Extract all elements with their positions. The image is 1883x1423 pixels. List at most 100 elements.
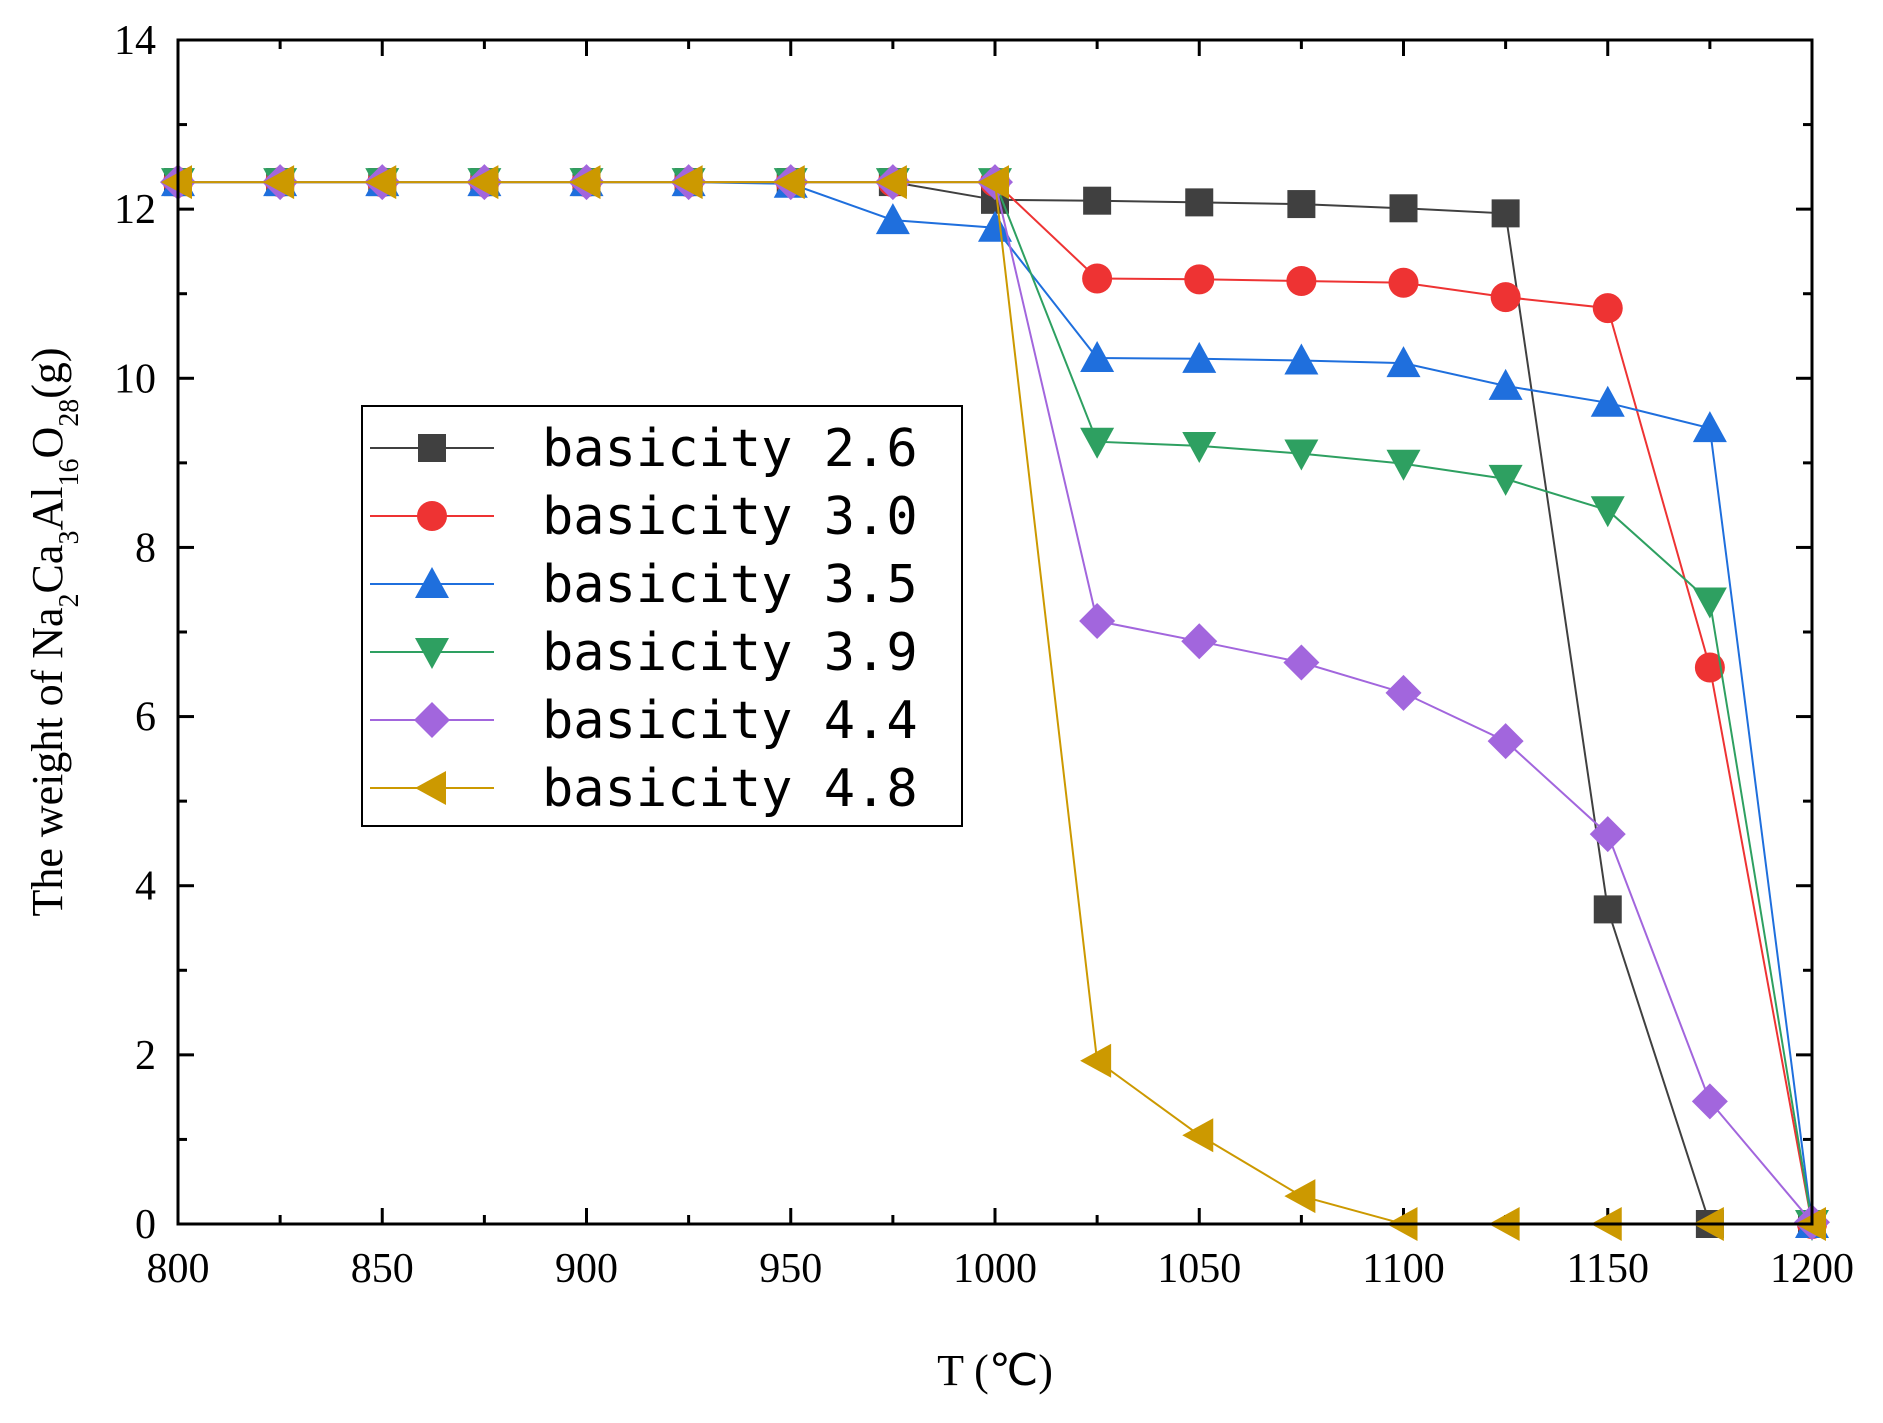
data-point — [1487, 723, 1524, 760]
data-point — [1283, 644, 1320, 681]
y-title-part: The weight of Na — [23, 607, 72, 916]
y-title-subscript: 16 — [54, 459, 85, 487]
series-layer — [160, 164, 1830, 1241]
data-point — [1491, 199, 1520, 228]
data-point — [1080, 427, 1115, 459]
x-tick-labels: 800 850 900 950 1000 1050 1100 1150 1200 — [147, 1246, 1855, 1292]
x-tick-label: 900 — [555, 1246, 618, 1292]
x-tick-label: 1100 — [1362, 1246, 1444, 1292]
legend-label: basicity 3.0 — [542, 487, 918, 547]
data-point — [1386, 346, 1421, 378]
legend-label: basicity 3.5 — [542, 555, 918, 615]
data-point — [1488, 464, 1523, 496]
legend-item: basicity 3.5 — [370, 555, 918, 615]
y-title-part: (g) — [23, 347, 72, 398]
data-point — [671, 165, 703, 200]
legend-marker — [414, 702, 450, 738]
data-point — [1692, 587, 1727, 619]
x-tick-label: 1200 — [1770, 1246, 1854, 1292]
data-point — [1286, 266, 1317, 297]
x-tick-label: 1000 — [953, 1246, 1037, 1292]
legend-item: basicity 4.8 — [370, 759, 918, 819]
y-tick-labels: 0 2 4 6 8 10 12 14 — [114, 18, 156, 1248]
y-tick-label: 6 — [135, 695, 156, 741]
data-point — [569, 165, 601, 200]
data-point — [1388, 267, 1419, 298]
legend-item: basicity 3.0 — [370, 487, 918, 547]
data-point — [1082, 263, 1113, 294]
y-title-subscript: 3 — [54, 531, 85, 545]
legend-marker — [418, 434, 446, 462]
legend: basicity 2.6 basicity 3.0 basicity 3.5 basi… — [361, 405, 963, 827]
legend-box — [361, 405, 963, 827]
data-point — [365, 165, 397, 200]
data-point — [773, 165, 805, 200]
legend-item: basicity 3.9 — [370, 623, 918, 683]
data-point — [263, 165, 295, 200]
data-point — [1079, 603, 1116, 640]
data-point — [978, 165, 1009, 200]
data-point — [1694, 652, 1725, 683]
plot-frame — [176, 38, 1814, 1226]
data-point — [1287, 190, 1316, 219]
legend-item: basicity 4.4 — [370, 691, 918, 751]
legend-label: basicity 3.9 — [542, 623, 918, 683]
y-title-subscript: 2 — [54, 593, 85, 607]
legend-label: basicity 4.4 — [542, 691, 918, 751]
x-tick-label: 950 — [759, 1246, 822, 1292]
x-tick-label: 1150 — [1567, 1246, 1649, 1292]
y-title-part: O — [23, 427, 72, 459]
data-point — [1691, 1083, 1728, 1120]
data-point — [1083, 186, 1112, 215]
legend-label: basicity 2.6 — [542, 419, 918, 479]
y-title-subscript: 28 — [54, 399, 85, 427]
legend-marker — [415, 567, 449, 598]
data-point — [1386, 449, 1421, 481]
legend-marker — [417, 501, 447, 531]
data-point — [1589, 816, 1626, 853]
data-point — [1080, 340, 1115, 372]
legend-marker — [415, 771, 446, 805]
data-point — [1490, 282, 1521, 313]
data-point — [1590, 385, 1625, 417]
data-point — [1592, 293, 1623, 324]
data-point — [1284, 1179, 1316, 1214]
x-tick-label: 800 — [147, 1246, 210, 1292]
data-point — [1590, 496, 1625, 528]
y-tick-label: 10 — [114, 356, 156, 402]
data-point — [1182, 341, 1217, 373]
data-point — [1284, 439, 1319, 471]
data-point — [1389, 194, 1418, 223]
data-point — [1385, 674, 1422, 711]
data-point — [1182, 1118, 1214, 1153]
x-tick-label: 850 — [351, 1246, 414, 1292]
data-point — [1184, 264, 1215, 295]
x-axis-title: T (℃) — [937, 1346, 1053, 1395]
legend-item: basicity 2.6 — [370, 419, 918, 479]
data-point — [875, 203, 910, 235]
legend-label: basicity 4.8 — [542, 759, 918, 819]
y-tick-label: 2 — [135, 1033, 156, 1079]
data-point — [1488, 368, 1523, 400]
y-title-part: Al — [23, 487, 72, 531]
data-point — [1181, 623, 1218, 660]
y-axis-title: The weight of Na2Ca3Al16O28(g) — [23, 347, 85, 916]
data-point — [467, 165, 499, 200]
data-point — [978, 210, 1012, 242]
x-tick-label: 1050 — [1157, 1246, 1241, 1292]
data-point — [1080, 1043, 1112, 1078]
data-point — [1692, 411, 1727, 443]
y-tick-label: 0 — [135, 1202, 156, 1248]
y-tick-label: 4 — [135, 864, 156, 910]
data-point — [1185, 188, 1214, 217]
y-tick-label: 14 — [114, 18, 156, 64]
y-tick-label: 12 — [114, 187, 156, 233]
y-tick-label: 8 — [135, 525, 156, 571]
data-point — [1284, 343, 1319, 375]
data-point — [875, 165, 907, 200]
data-point — [1182, 431, 1217, 463]
data-point — [1593, 895, 1622, 924]
y-title-part: Ca — [23, 545, 72, 594]
legend-marker — [415, 638, 449, 669]
